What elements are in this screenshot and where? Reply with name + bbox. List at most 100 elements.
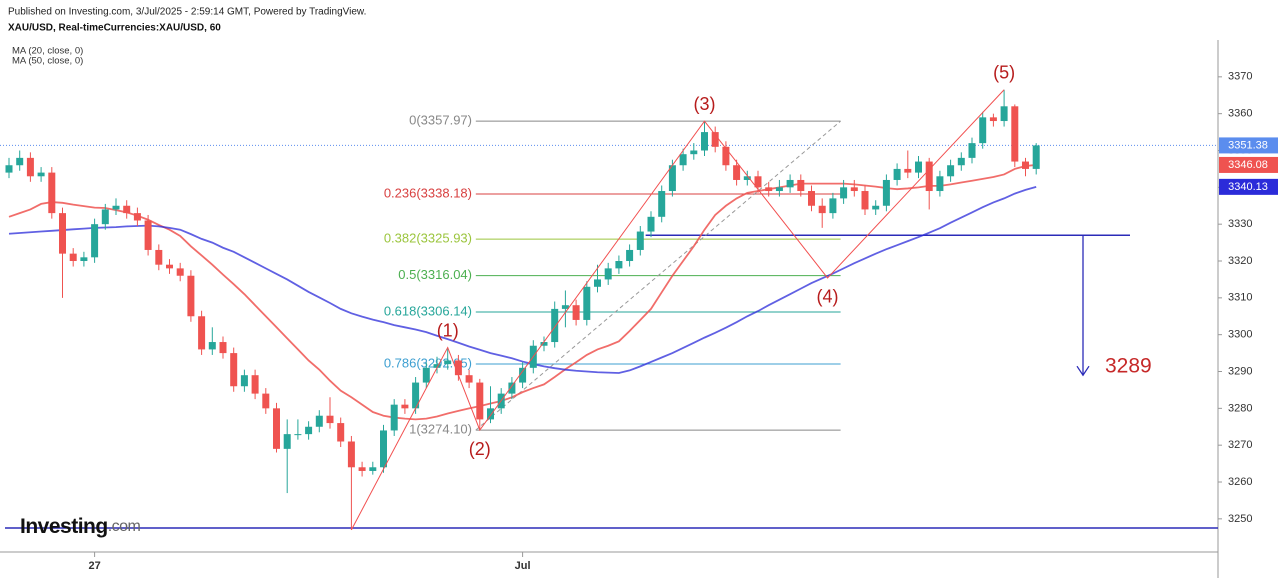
candle-body bbox=[743, 176, 751, 180]
y-tick-label: 3370 bbox=[1228, 71, 1252, 83]
candle-body bbox=[230, 353, 238, 387]
candle-body bbox=[347, 441, 355, 468]
candle-body bbox=[1032, 145, 1040, 169]
price-tag-label: 3340.13 bbox=[1228, 181, 1268, 193]
chart-title: XAU/USD, Real-timeCurrencies:XAU/USD, 60 bbox=[8, 23, 221, 34]
subtitle: Published on Investing.com, 3/Jul/2025 -… bbox=[8, 7, 366, 18]
candle-body bbox=[519, 367, 527, 383]
candle-body bbox=[968, 143, 976, 158]
candle-body bbox=[112, 205, 120, 210]
candle-body bbox=[133, 213, 141, 221]
y-tick-label: 3250 bbox=[1228, 513, 1252, 525]
price-tag bbox=[1219, 137, 1278, 154]
candle-body bbox=[390, 404, 398, 431]
candle-body bbox=[487, 408, 494, 420]
candle-body bbox=[37, 172, 45, 177]
candle-body bbox=[305, 426, 313, 435]
candle-body bbox=[91, 224, 99, 258]
y-tick-label: 3260 bbox=[1228, 476, 1252, 488]
candle-body bbox=[476, 382, 484, 420]
candle-body bbox=[219, 342, 227, 354]
candle-body bbox=[711, 132, 719, 147]
candle-body bbox=[808, 191, 815, 206]
candle-body bbox=[144, 220, 152, 250]
legend-entry: MA (50, close, 0) bbox=[12, 56, 83, 67]
logo-name: Investing bbox=[20, 515, 108, 538]
candle-body bbox=[947, 165, 955, 177]
y-tick-label: 3270 bbox=[1228, 439, 1252, 451]
candle-body bbox=[1000, 106, 1008, 122]
candle-body bbox=[251, 375, 259, 394]
price-tag bbox=[1219, 156, 1278, 173]
candle-body bbox=[16, 157, 24, 166]
candle-body bbox=[572, 305, 580, 320]
candle-body bbox=[829, 198, 837, 214]
candle-body bbox=[198, 316, 206, 350]
candle-body bbox=[754, 176, 762, 188]
candle-body bbox=[326, 415, 334, 424]
candle-body bbox=[262, 393, 270, 409]
candle-body bbox=[861, 191, 869, 210]
candle-body bbox=[690, 150, 698, 155]
candle-body bbox=[893, 168, 901, 180]
candle-body bbox=[636, 231, 644, 250]
candle-body bbox=[80, 257, 88, 262]
candle-body bbox=[775, 187, 783, 192]
candle-body bbox=[626, 249, 634, 262]
candle-body bbox=[1011, 106, 1019, 162]
candle-body bbox=[433, 364, 441, 368]
wave-label: (5) bbox=[993, 62, 1015, 82]
candle-body bbox=[818, 205, 826, 214]
y-tick-label: 3320 bbox=[1228, 255, 1252, 267]
wave-label: (2) bbox=[469, 439, 491, 459]
candle-body bbox=[380, 430, 387, 468]
wave-label: (3) bbox=[694, 94, 716, 114]
candle-body bbox=[283, 434, 291, 449]
candle-body bbox=[26, 157, 34, 177]
candle-body bbox=[48, 172, 56, 214]
candle-body bbox=[840, 187, 848, 199]
x-tick-label: 27 bbox=[88, 560, 100, 572]
candle-body bbox=[273, 408, 280, 449]
legend-entry: MA (20, close, 0) bbox=[12, 46, 83, 57]
y-tick-label: 3310 bbox=[1228, 292, 1252, 304]
candle-body bbox=[176, 268, 184, 276]
candle-body bbox=[915, 161, 922, 173]
candle-body bbox=[240, 375, 248, 387]
target-label: 3289 bbox=[1105, 355, 1152, 378]
logo-suffix: .com bbox=[108, 518, 141, 535]
candle-body bbox=[294, 434, 302, 436]
candle-body bbox=[765, 187, 773, 192]
candle-body bbox=[412, 382, 420, 409]
candle-body bbox=[69, 253, 77, 262]
candle-body bbox=[59, 213, 66, 254]
candle-body bbox=[540, 342, 548, 346]
price-tag-label: 3351.38 bbox=[1228, 139, 1268, 151]
candle-body bbox=[989, 117, 997, 122]
candle-body bbox=[187, 275, 195, 317]
fib-label: 0.786(3292.05) bbox=[384, 355, 472, 370]
candle-body bbox=[733, 165, 741, 180]
candle-body bbox=[872, 205, 880, 210]
price-tag-label: 3346.08 bbox=[1228, 159, 1268, 171]
candle-body bbox=[315, 415, 323, 427]
candle-body bbox=[422, 367, 430, 383]
candle-body bbox=[668, 165, 676, 192]
fib-label: 1(3274.10) bbox=[409, 422, 472, 437]
candle-body bbox=[166, 264, 173, 269]
candle-body bbox=[722, 146, 730, 166]
candle-body bbox=[647, 216, 655, 232]
candle-body bbox=[583, 286, 591, 320]
candle-body bbox=[936, 176, 944, 192]
y-tick-label: 3360 bbox=[1228, 108, 1252, 120]
ma-line bbox=[8, 164, 1037, 421]
candle-body bbox=[786, 179, 794, 188]
fib-label: 0(3357.97) bbox=[409, 113, 472, 128]
candle-body bbox=[369, 467, 377, 471]
fib-trend bbox=[475, 120, 841, 431]
fib-label: 0.236(3338.18) bbox=[384, 185, 472, 200]
candle-body bbox=[337, 423, 345, 442]
candle-body bbox=[508, 382, 516, 394]
fib-label: 0.618(3306.14) bbox=[384, 303, 472, 318]
